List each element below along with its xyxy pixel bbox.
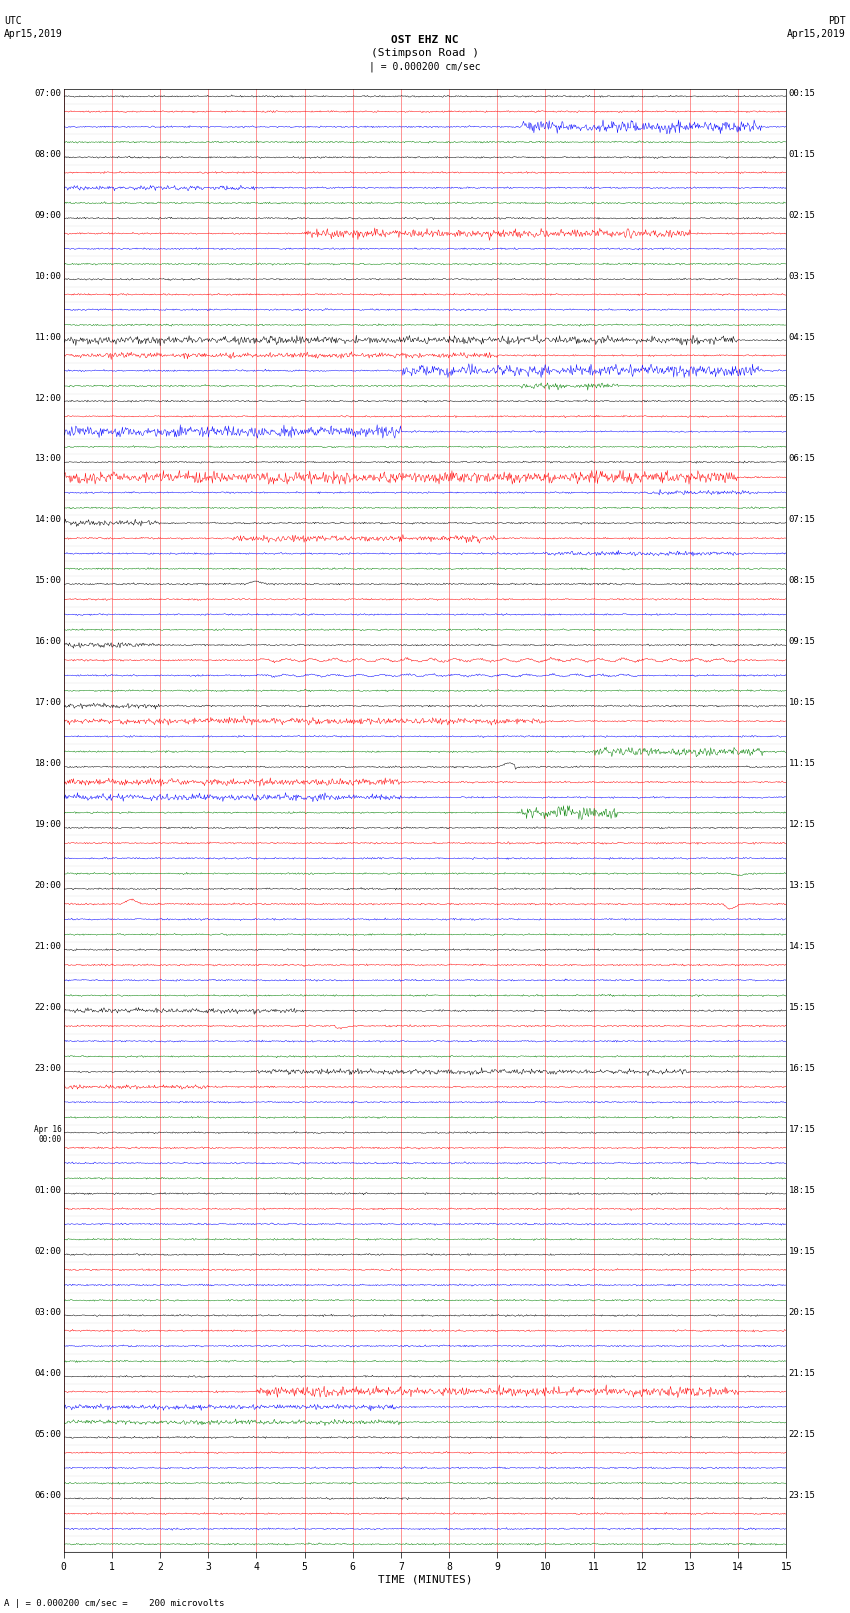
Text: 01:00: 01:00 <box>35 1186 61 1195</box>
Text: 05:15: 05:15 <box>789 394 815 403</box>
Text: 12:00: 12:00 <box>35 394 61 403</box>
Text: Apr 16
00:00: Apr 16 00:00 <box>34 1124 61 1144</box>
Text: 03:00: 03:00 <box>35 1308 61 1316</box>
Text: 00:15: 00:15 <box>789 89 815 98</box>
Text: 04:15: 04:15 <box>789 332 815 342</box>
Text: PDT: PDT <box>828 16 846 26</box>
Text: 14:15: 14:15 <box>789 942 815 952</box>
Text: 14:00: 14:00 <box>35 516 61 524</box>
Text: 07:15: 07:15 <box>789 516 815 524</box>
Text: 02:15: 02:15 <box>789 211 815 219</box>
Text: 17:00: 17:00 <box>35 698 61 706</box>
Text: 01:15: 01:15 <box>789 150 815 158</box>
Text: 04:00: 04:00 <box>35 1369 61 1378</box>
Text: 17:15: 17:15 <box>789 1124 815 1134</box>
Text: Apr15,2019: Apr15,2019 <box>4 29 63 39</box>
Text: 18:00: 18:00 <box>35 760 61 768</box>
Text: 15:00: 15:00 <box>35 576 61 586</box>
Text: 18:15: 18:15 <box>789 1186 815 1195</box>
Text: 07:00: 07:00 <box>35 89 61 98</box>
Text: 15:15: 15:15 <box>789 1003 815 1011</box>
Text: 02:00: 02:00 <box>35 1247 61 1257</box>
X-axis label: TIME (MINUTES): TIME (MINUTES) <box>377 1574 473 1586</box>
Text: 20:00: 20:00 <box>35 881 61 890</box>
Text: 22:15: 22:15 <box>789 1429 815 1439</box>
Text: A | = 0.000200 cm/sec =    200 microvolts: A | = 0.000200 cm/sec = 200 microvolts <box>4 1598 224 1608</box>
Text: 06:15: 06:15 <box>789 455 815 463</box>
Text: 13:15: 13:15 <box>789 881 815 890</box>
Text: 09:00: 09:00 <box>35 211 61 219</box>
Text: 11:15: 11:15 <box>789 760 815 768</box>
Text: | = 0.000200 cm/sec: | = 0.000200 cm/sec <box>369 61 481 73</box>
Text: 16:15: 16:15 <box>789 1065 815 1073</box>
Text: 21:15: 21:15 <box>789 1369 815 1378</box>
Text: 21:00: 21:00 <box>35 942 61 952</box>
Text: 05:00: 05:00 <box>35 1429 61 1439</box>
Text: 20:15: 20:15 <box>789 1308 815 1316</box>
Text: 23:00: 23:00 <box>35 1065 61 1073</box>
Text: 03:15: 03:15 <box>789 271 815 281</box>
Text: 10:00: 10:00 <box>35 271 61 281</box>
Text: 08:00: 08:00 <box>35 150 61 158</box>
Text: 19:15: 19:15 <box>789 1247 815 1257</box>
Text: 06:00: 06:00 <box>35 1490 61 1500</box>
Text: 13:00: 13:00 <box>35 455 61 463</box>
Text: 09:15: 09:15 <box>789 637 815 647</box>
Text: 19:00: 19:00 <box>35 821 61 829</box>
Text: 11:00: 11:00 <box>35 332 61 342</box>
Text: OST EHZ NC: OST EHZ NC <box>391 35 459 45</box>
Text: Apr15,2019: Apr15,2019 <box>787 29 846 39</box>
Text: 16:00: 16:00 <box>35 637 61 647</box>
Text: 08:15: 08:15 <box>789 576 815 586</box>
Text: 22:00: 22:00 <box>35 1003 61 1011</box>
Text: (Stimpson Road ): (Stimpson Road ) <box>371 48 479 58</box>
Text: UTC: UTC <box>4 16 22 26</box>
Text: 10:15: 10:15 <box>789 698 815 706</box>
Text: 23:15: 23:15 <box>789 1490 815 1500</box>
Text: 12:15: 12:15 <box>789 821 815 829</box>
